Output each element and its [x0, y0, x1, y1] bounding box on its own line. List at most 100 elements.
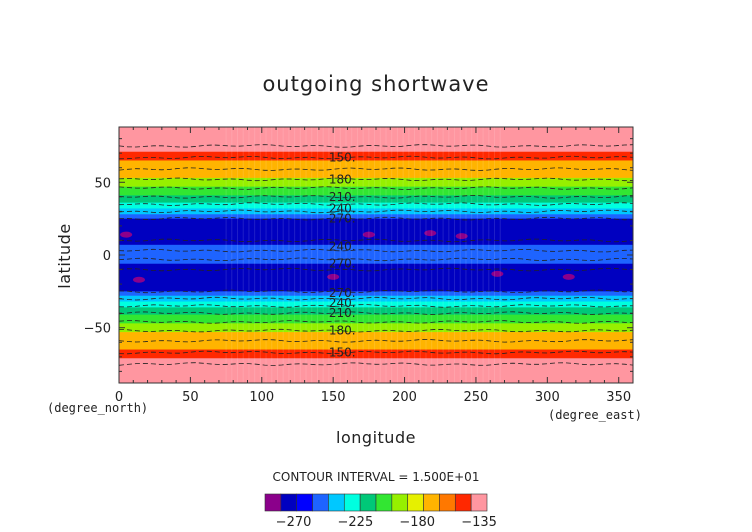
minimum-patch-6 [491, 270, 504, 277]
colorbar-cell-1 [280, 493, 298, 512]
y-tick-label-0: −50 [84, 322, 111, 337]
band-7 [119, 195, 633, 204]
contour-line-0 [119, 144, 633, 148]
contour-label-6: 270. [329, 257, 356, 271]
contour-line-10 [119, 248, 633, 253]
colorbar [264, 493, 488, 512]
contour-label-11: 150. [329, 345, 356, 359]
equatorial-patch-1 [181, 254, 214, 261]
contour-label-5: 240. [329, 239, 356, 253]
band-6 [119, 186, 633, 196]
y-axis-label: latitude [55, 223, 74, 288]
x-tick-label-5: 250 [464, 390, 489, 405]
contour-line-17 [119, 320, 633, 324]
contour-line-16 [119, 311, 633, 315]
contour-label-7: 270. [329, 286, 356, 300]
contour-label-2: 210. [329, 190, 356, 204]
x-tick-label-4: 200 [392, 390, 417, 405]
minimum-patch-5 [327, 273, 340, 280]
band-2 [119, 151, 633, 161]
colorbar-cell-0 [264, 493, 282, 512]
contour-line-15 [119, 304, 633, 308]
contour-line-19 [119, 338, 633, 343]
contour-line-11 [119, 257, 633, 262]
colorbar-cell-9 [407, 493, 424, 512]
contour-line-9 [119, 238, 633, 243]
minimum-patch-0 [120, 231, 133, 238]
contour-line-21 [119, 362, 633, 366]
equatorial-patch-0 [131, 252, 164, 258]
contour-label-8: 240. [329, 296, 356, 310]
contour-line-14 [119, 296, 633, 301]
contour-line-20 [119, 350, 633, 355]
x-axis-label: longitude [336, 428, 416, 447]
colorbar-cell-5 [343, 493, 361, 512]
x-tick-label-0: 0 [115, 390, 123, 405]
contour-labels: 150.180.210.240.270.240.270.270.240.210.… [329, 151, 356, 360]
band-14 [119, 259, 633, 265]
contour-label-0: 150. [329, 151, 356, 165]
colorbar-cell-11 [439, 493, 456, 512]
chart-title: outgoing shortwave [262, 72, 489, 96]
contour-label-3: 240. [329, 201, 356, 215]
contour-line-7 [119, 209, 633, 214]
colorbar-cell-12 [454, 493, 472, 512]
minimum-patch-1 [362, 231, 375, 238]
band-3 [119, 160, 633, 170]
minimum-patch-3 [455, 233, 468, 240]
equatorial-patch-5 [531, 254, 564, 261]
minimum-patch-4 [132, 276, 145, 283]
band-11 [119, 218, 633, 246]
colorbar-cell-6 [359, 493, 377, 512]
band-13 [119, 250, 633, 260]
colorbar-cell-2 [296, 493, 313, 512]
y-tick-label-2: 50 [94, 176, 111, 191]
contour-line-3 [119, 177, 633, 182]
contour-line-5 [119, 195, 633, 199]
colorbar-cell-13 [470, 493, 488, 512]
x-tick-label-7: 350 [606, 390, 631, 405]
band-8 [119, 202, 633, 209]
equatorial-patch-2 [260, 252, 293, 258]
contour-line-1 [119, 155, 633, 160]
x-tick-label-1: 50 [182, 390, 199, 405]
band-4 [119, 169, 633, 179]
contour-label-1: 180. [329, 172, 356, 186]
x-tick-label-3: 150 [321, 390, 346, 405]
colorbar-tick-label-0: −270 [276, 515, 312, 530]
colorbar-cell-10 [423, 493, 440, 512]
contour-line-13 [119, 289, 633, 294]
colorbar-cell-7 [375, 493, 393, 512]
colorbar-cell-3 [312, 493, 329, 512]
plot-area: 150.180.210.240.270.240.270.270.240.210.… [119, 127, 633, 383]
contour-line-12 [119, 267, 633, 272]
colorbar-tick-label-3: −135 [461, 515, 497, 530]
contour-interval-text: CONTOUR INTERVAL = 1.500E+01 [273, 470, 480, 484]
x-axis-ticks: 0 50 100 150 200 250 300 350 [115, 127, 631, 405]
contour-label-4: 270. [329, 212, 356, 226]
band-25 [119, 358, 633, 367]
band-26 [119, 365, 633, 383]
contour-label-9: 210. [329, 306, 356, 320]
band-10 [119, 214, 633, 220]
colorbar-tick-labels: −270 −225 −180 −135 [276, 515, 497, 530]
band-16 [119, 291, 633, 297]
colorbar-tick-label-1: −225 [338, 515, 374, 530]
band-17 [119, 295, 633, 303]
contour-line-8 [119, 216, 633, 221]
contour-label-10: 180. [329, 324, 356, 338]
contour-line-2 [119, 167, 633, 171]
contour-line-18 [119, 328, 633, 333]
band-22 [119, 332, 633, 342]
band-21 [119, 323, 633, 333]
minimum-patch-7 [562, 273, 575, 280]
contour-line-6 [119, 202, 633, 206]
x-tick-label-6: 300 [535, 390, 560, 405]
colorbar-cell-4 [328, 493, 345, 512]
band-12 [119, 244, 633, 252]
y-units-label: (degree_north) [47, 401, 148, 415]
y-tick-label-1: 0 [103, 249, 111, 264]
band-5 [119, 177, 633, 188]
y-axis-ticks: −50 0 50 [84, 138, 633, 372]
